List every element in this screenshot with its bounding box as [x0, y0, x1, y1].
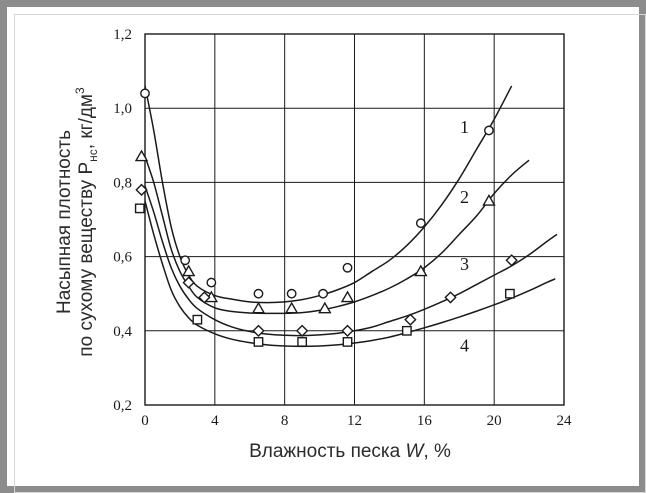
x-tick-label: 24 — [557, 413, 573, 429]
y-tick-label: 0,8 — [113, 175, 132, 191]
y-axis-title: Насыпная плотность по сухому веществу Pн… — [54, 87, 100, 357]
marker-circle-1 — [206, 277, 217, 288]
marker-circle-1 — [342, 262, 353, 273]
marker-square-4 — [253, 337, 264, 347]
marker-diamond-3 — [295, 324, 309, 337]
marker-diamond-3 — [135, 183, 148, 197]
marker-triangle-2 — [251, 301, 266, 314]
curve-label-1: 1 — [460, 117, 469, 137]
curve-2 — [144, 156, 530, 315]
y-tick-label: 0,4 — [113, 324, 132, 340]
marker-triangle-2 — [482, 194, 496, 206]
marker-circle-1 — [318, 288, 328, 299]
marker-diamond-3 — [341, 324, 354, 337]
y-tick-label: 0,6 — [113, 250, 132, 266]
grid — [145, 34, 564, 405]
marker-circle-1 — [180, 255, 191, 266]
marker-circle-1 — [415, 218, 426, 229]
y-axis-title-line2: по сухому веществу Pнс, кг/дм3 — [73, 87, 100, 357]
marker-square-4 — [401, 325, 412, 336]
curve-label-2: 2 — [460, 187, 469, 207]
y-tick-labels: 0,2 0,4 0,6 0,8 1,0 1,2 — [113, 27, 132, 414]
x-tick-labels: 0 4 8 12 16 20 24 — [141, 413, 572, 429]
marker-circle-1 — [140, 88, 150, 99]
marker-triangle-2 — [340, 290, 355, 303]
x-axis-title: Влажность песка W, % — [249, 441, 451, 462]
marker-circle-1 — [484, 125, 494, 136]
marker-circle-1 — [253, 288, 264, 299]
marker-triangle-2 — [318, 301, 332, 314]
x-tick-label: 4 — [211, 413, 219, 429]
curve-label-3: 3 — [460, 254, 469, 274]
marker-square-4 — [134, 203, 145, 214]
x-tick-label: 0 — [141, 413, 149, 429]
marker-triangle-2 — [284, 301, 299, 314]
marker-diamond-3 — [444, 291, 457, 304]
marker-square-4 — [504, 288, 515, 299]
marker-triangle-2 — [181, 264, 196, 277]
x-tick-label: 20 — [487, 413, 502, 429]
plot-area-border — [144, 33, 565, 406]
marker-triangle-2 — [134, 149, 149, 162]
marker-square-4 — [192, 314, 203, 325]
marker-diamond-3 — [505, 254, 518, 267]
curve-1 — [144, 85, 513, 304]
x-tick-label: 12 — [347, 413, 362, 429]
marker-square-4 — [297, 337, 308, 347]
curve-label-4: 4 — [460, 336, 469, 356]
y-tick-label: 0,2 — [113, 398, 132, 414]
curve-number-labels: 1 2 3 4 — [460, 117, 469, 356]
marker-diamond-3 — [182, 276, 195, 289]
curve-3 — [144, 185, 558, 337]
y-axis-title-line1: Насыпная плотность — [54, 130, 75, 314]
x-tick-label: 16 — [417, 413, 433, 429]
marker-triangle-2 — [414, 264, 428, 277]
marker-square-4 — [342, 337, 353, 347]
curve-4 — [144, 200, 556, 348]
marker-diamond-3 — [198, 291, 211, 304]
marker-diamond-3 — [252, 324, 265, 337]
fitted-curves — [144, 85, 558, 348]
x-tick-label: 8 — [281, 413, 289, 429]
marker-circle-1 — [286, 288, 297, 299]
y-tick-label: 1,2 — [113, 27, 132, 43]
y-tick-label: 1,0 — [113, 101, 132, 117]
marker-diamond-3 — [404, 313, 417, 326]
data-markers — [134, 88, 518, 347]
